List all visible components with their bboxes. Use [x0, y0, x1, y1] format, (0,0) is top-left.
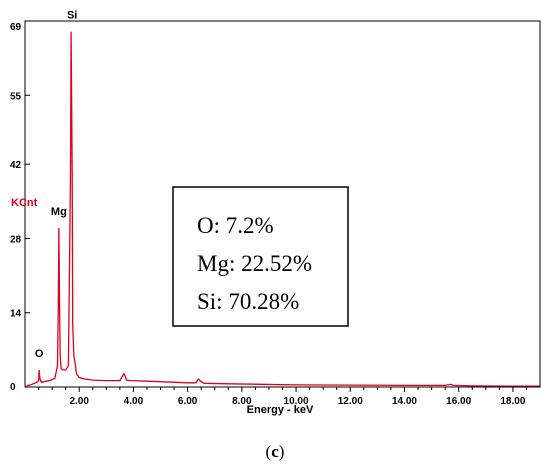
composition-oxygen: O: 7.2% [197, 213, 274, 238]
composition-silicon: Si: 70.28% [197, 289, 299, 314]
x-tick-label: 4.00 [124, 396, 144, 407]
x-axis-ticks: 2.00 4.00 6.00 8.00 10.00 12.00 14.00 16.00 18.0… [38, 387, 527, 407]
x-tick-label: 2.00 [69, 396, 89, 407]
peak-label-mg: Mg [51, 206, 67, 218]
peak-label-o: O [35, 348, 44, 360]
figure-caption: (c) [266, 442, 285, 461]
y-tick-label: 69 [10, 22, 22, 33]
y-tick-label: 28 [10, 234, 22, 245]
composition-box: O: 7.2% Mg: 22.52% Si: 70.28% [172, 186, 349, 327]
plot-frame [24, 20, 541, 388]
peak-label-si: Si [67, 10, 77, 22]
y-tick-label: 0 [10, 382, 16, 393]
peak-labels: O Mg Si [35, 10, 78, 360]
y-tick-label: 55 [10, 91, 22, 102]
composition-box-frame [172, 186, 349, 327]
spectrum-line [26, 31, 540, 387]
x-tick-label: 6.00 [178, 396, 198, 407]
y-tick-label: 42 [10, 160, 22, 171]
y-axis-label: KCnt [11, 197, 38, 209]
x-tick-label: 10.00 [284, 396, 309, 407]
x-tick-label: 16.00 [446, 396, 471, 407]
composition-magnesium: Mg: 22.52% [197, 251, 312, 276]
y-tick-label: 14 [10, 309, 22, 320]
x-tick-label: 18.00 [500, 396, 525, 407]
x-tick-label: 14.00 [392, 396, 417, 407]
x-axis-label: Energy - keV [247, 404, 314, 416]
y-axis-ticks: 0 14 28 42 55 69 [10, 20, 30, 393]
x-tick-label: 12.00 [338, 396, 363, 407]
x-tick-label: 8.00 [232, 396, 252, 407]
